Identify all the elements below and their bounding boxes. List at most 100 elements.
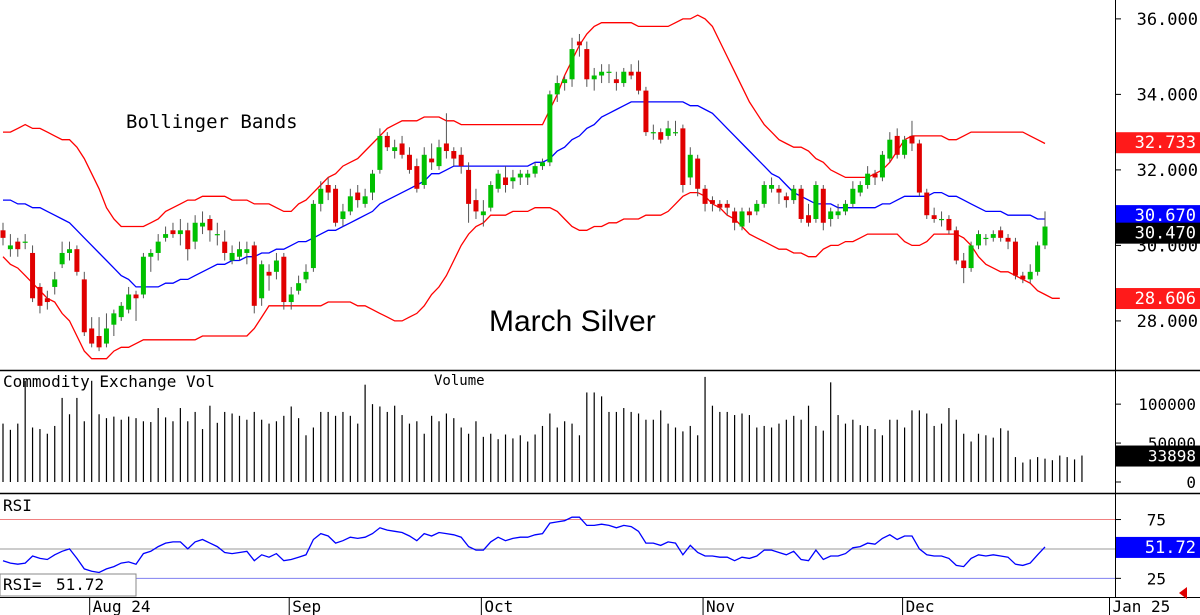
candle-up	[289, 294, 294, 302]
candle-up	[865, 174, 870, 185]
x-tick-label: Nov	[706, 597, 735, 615]
candle-up	[52, 279, 57, 287]
candle-up	[392, 147, 397, 151]
price-tick-label: 28.000	[1137, 312, 1198, 332]
candle-up	[1028, 272, 1033, 280]
candle-up	[606, 72, 611, 73]
candle-down	[917, 143, 922, 192]
candle-up	[858, 185, 863, 193]
candle-down	[267, 272, 272, 276]
candle-up	[1043, 227, 1048, 246]
candle-up	[141, 257, 146, 295]
x-tick-label: Oct	[484, 597, 513, 615]
price-tick-label: 36.000	[1137, 10, 1198, 30]
candle-down	[710, 200, 715, 204]
candle-up	[666, 128, 671, 136]
candle-down	[170, 230, 175, 234]
candle-down	[74, 249, 79, 272]
candle-up	[377, 136, 382, 170]
candle-up	[969, 245, 974, 268]
candle-down	[806, 215, 811, 223]
candle-down	[932, 215, 937, 219]
candle-up	[296, 283, 301, 291]
candle-up	[318, 189, 323, 204]
candle-up	[23, 242, 28, 243]
candle-up	[555, 83, 560, 94]
rsi-readout-value: 51.72	[56, 575, 104, 594]
candle-up	[651, 132, 656, 133]
candle-down	[400, 143, 405, 154]
candle-down	[784, 196, 789, 200]
candle-down	[643, 91, 648, 133]
price-tick-label: 34.000	[1137, 85, 1198, 105]
candle-up	[8, 245, 13, 249]
candle-up	[481, 211, 486, 215]
candle-down	[252, 245, 257, 305]
candle-up	[599, 72, 604, 76]
candle-up	[688, 155, 693, 178]
candle-up	[244, 249, 249, 253]
candle-down	[1, 230, 6, 238]
candle-down	[45, 298, 50, 302]
volume-panel-title: Commodity Exchange Vol	[3, 372, 215, 391]
candle-down	[134, 294, 139, 298]
candle-up	[230, 253, 235, 261]
candle-down	[1020, 276, 1025, 280]
candle-down	[614, 79, 619, 83]
candle-down	[680, 128, 685, 185]
candle-up	[60, 253, 65, 264]
candle-down	[695, 159, 700, 189]
candle-down	[414, 166, 419, 189]
candle-up	[303, 272, 308, 280]
rsi-tick-label: 25	[1147, 569, 1166, 588]
candle-down	[636, 72, 641, 91]
candle-up	[880, 155, 885, 178]
candle-up	[991, 234, 996, 238]
candle-up	[547, 94, 552, 162]
candle-down	[37, 287, 42, 306]
candle-down	[725, 204, 730, 208]
candle-up	[525, 174, 530, 178]
candle-up	[370, 174, 375, 193]
rsi-tick-label: 75	[1147, 511, 1166, 530]
candle-up	[422, 155, 427, 185]
candle-up	[533, 166, 538, 174]
candle-down	[961, 261, 966, 269]
candle-down	[89, 328, 94, 343]
candle-down	[821, 189, 826, 223]
candle-up	[178, 230, 183, 234]
candle-up	[983, 238, 988, 239]
x-tick-label: Sep	[292, 597, 321, 615]
candle-down	[703, 189, 708, 204]
candle-down	[776, 189, 781, 193]
upper-band-badge: 32.733	[1135, 133, 1196, 153]
candle-down	[15, 242, 20, 250]
candle-down	[466, 170, 471, 204]
candle-down	[717, 204, 722, 208]
candle-up	[836, 211, 841, 215]
candle-up	[562, 79, 567, 83]
candle-up	[902, 140, 907, 155]
candle-up	[67, 249, 72, 253]
candle-up	[850, 189, 855, 204]
candle-up	[791, 189, 796, 200]
candle-up	[193, 223, 198, 242]
lower-band-badge: 28.606	[1135, 289, 1196, 309]
candle-down	[1013, 242, 1018, 276]
candle-down	[658, 132, 663, 140]
volume-badge: 33898	[1148, 447, 1196, 466]
bollinger-label: Bollinger Bands	[126, 111, 298, 133]
candle-down	[355, 193, 360, 201]
candle-up	[828, 211, 833, 219]
candle-down	[385, 136, 390, 147]
candle-down	[799, 189, 804, 219]
candle-up	[769, 185, 774, 189]
candle-down	[732, 211, 737, 222]
candle-up	[259, 264, 264, 298]
candle-down	[407, 155, 412, 170]
candle-down	[895, 136, 900, 155]
candle-up	[843, 204, 848, 212]
candle-down	[97, 336, 102, 347]
candle-up	[813, 185, 818, 219]
candle-up	[740, 211, 745, 226]
